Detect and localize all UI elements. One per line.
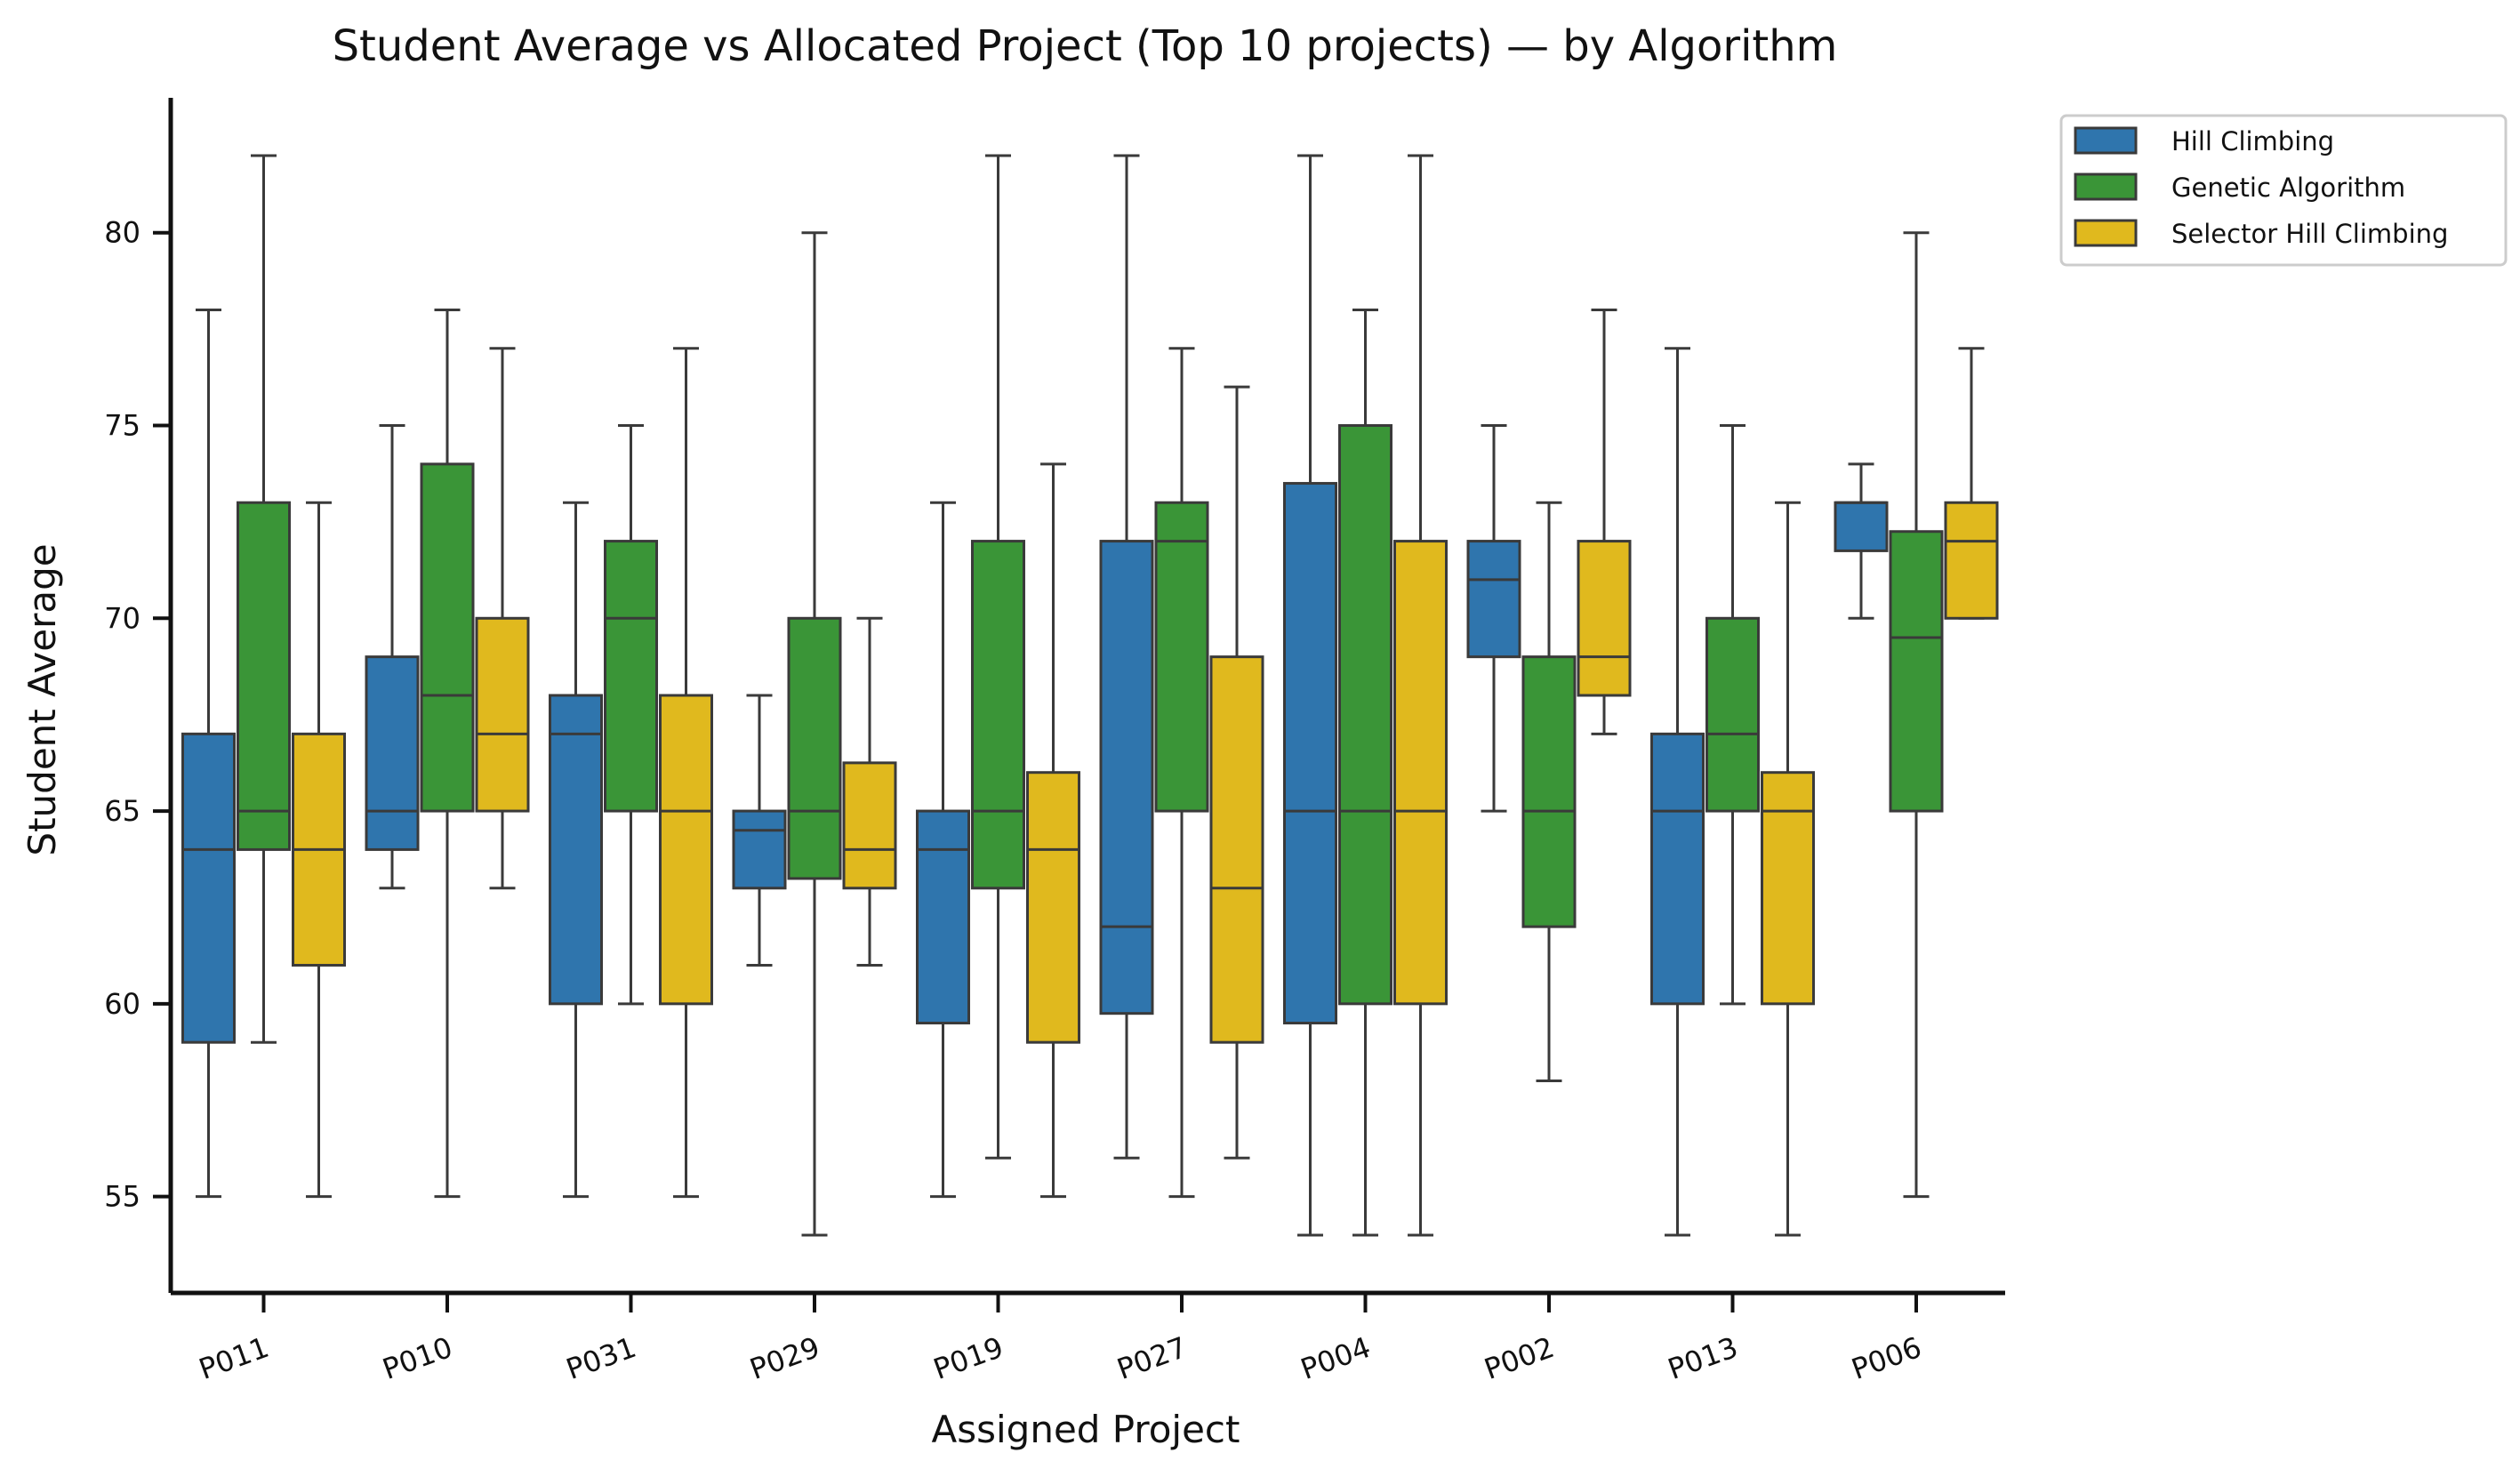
box-P010-2 <box>475 347 530 890</box>
box-P027-0 <box>1099 154 1154 1160</box>
x-tick-label: P002 <box>1480 1330 1559 1386</box>
box-iqr <box>1466 540 1521 659</box>
plot-area <box>181 154 1999 1237</box>
box-iqr <box>842 761 897 890</box>
box-iqr <box>475 616 530 813</box>
box-iqr <box>1338 424 1392 1006</box>
box-iqr <box>181 732 236 1044</box>
box-P029-0 <box>732 694 787 967</box>
y-tick-label: 70 <box>104 601 140 635</box>
x-tick-label: P029 <box>745 1330 824 1386</box>
box-iqr <box>604 540 658 813</box>
legend: Hill Climbing Genetic Algorithm Selector H… <box>2059 114 2508 267</box>
box-P011-1 <box>237 154 291 1044</box>
box-iqr <box>1521 655 1577 928</box>
y-axis-label: Student Average <box>20 543 64 855</box>
box-iqr <box>420 462 475 813</box>
y-tick-label: 80 <box>104 216 140 250</box>
box-P019-2 <box>1026 462 1080 1199</box>
box-iqr <box>1705 616 1760 813</box>
box-P029-1 <box>787 231 842 1237</box>
chart-title: Student Average vs Allocated Project (To… <box>333 21 1838 71</box>
box-iqr <box>1889 530 1944 813</box>
box-P029-2 <box>842 616 897 967</box>
box-iqr <box>971 540 1025 890</box>
x-tick-label: P013 <box>1664 1330 1743 1386</box>
box-iqr <box>1099 540 1154 1015</box>
y-tick-label: 55 <box>104 1180 140 1214</box>
x-tick-label: P019 <box>929 1330 1008 1386</box>
y-tick-label: 75 <box>104 409 140 443</box>
box-P002-1 <box>1521 501 1577 1083</box>
box-P006-1 <box>1889 231 1944 1199</box>
box-iqr <box>1834 501 1889 552</box>
box-iqr <box>787 616 842 880</box>
x-axis: P011 P010 P031 P029 P019 P027 P004 P002 P013 P006 <box>171 1290 2005 1386</box>
box-P004-2 <box>1393 154 1448 1237</box>
box-P011-2 <box>292 501 346 1199</box>
box-P031-2 <box>659 347 713 1199</box>
box-P031-1 <box>604 424 658 1006</box>
box-iqr <box>1026 771 1080 1044</box>
box-iqr <box>549 694 603 1006</box>
box-iqr <box>237 501 291 851</box>
x-tick-label: P004 <box>1296 1330 1376 1386</box>
box-P010-1 <box>420 308 475 1199</box>
legend-label: Selector Hill Climbing <box>2171 219 2448 249</box>
box-P031-0 <box>549 501 603 1199</box>
x-axis-label: Assigned Project <box>932 1408 1240 1451</box>
box-P019-1 <box>971 154 1025 1160</box>
box-iqr <box>1944 501 1999 620</box>
box-iqr <box>1154 501 1209 813</box>
y-tick-label: 60 <box>104 987 140 1021</box>
x-tick-label: P010 <box>378 1330 457 1386</box>
legend-item: Selector Hill Climbing <box>2074 219 2448 249</box>
legend-item: Genetic Algorithm <box>2074 173 2405 203</box>
box-P010-0 <box>365 424 420 890</box>
box-P006-0 <box>1834 462 1889 620</box>
box-iqr <box>1283 482 1337 1025</box>
box-P027-1 <box>1154 347 1209 1199</box>
legend-label: Genetic Algorithm <box>2171 173 2405 203</box>
box-P006-2 <box>1944 347 1999 620</box>
box-iqr <box>1577 540 1632 697</box>
box-iqr <box>365 655 420 851</box>
legend-swatch <box>2074 126 2138 155</box>
x-tick-label: P027 <box>1112 1330 1192 1386</box>
box-iqr <box>916 809 970 1025</box>
box-iqr <box>1761 771 1815 1006</box>
box-P019-0 <box>916 501 970 1199</box>
y-tick-label: 65 <box>104 794 140 828</box>
box-P027-2 <box>1209 385 1264 1160</box>
box-P013-1 <box>1705 424 1760 1006</box>
box-iqr <box>732 809 787 890</box>
box-P013-0 <box>1650 347 1705 1237</box>
legend-frame <box>2059 114 2508 267</box>
legend-swatch <box>2074 173 2138 201</box>
legend-swatch <box>2074 219 2138 247</box>
legend-item: Hill Climbing <box>2074 126 2334 157</box>
x-tick-label: P006 <box>1847 1330 1926 1386</box>
x-tick-label: P031 <box>562 1330 641 1386</box>
box-P002-2 <box>1577 308 1632 735</box>
box-iqr <box>659 694 713 1006</box>
box-iqr <box>1393 540 1448 1006</box>
box-P004-1 <box>1338 308 1392 1237</box>
y-axis: 55 60 65 70 75 80 <box>104 98 173 1293</box>
box-P004-0 <box>1283 154 1337 1237</box>
box-P011-0 <box>181 308 236 1199</box>
legend-label: Hill Climbing <box>2171 126 2334 157</box>
x-tick-label: P011 <box>195 1330 274 1386</box>
box-iqr <box>1650 732 1705 1006</box>
box-iqr <box>1209 655 1264 1044</box>
box-P013-2 <box>1761 501 1815 1237</box>
box-P002-0 <box>1466 424 1521 813</box>
